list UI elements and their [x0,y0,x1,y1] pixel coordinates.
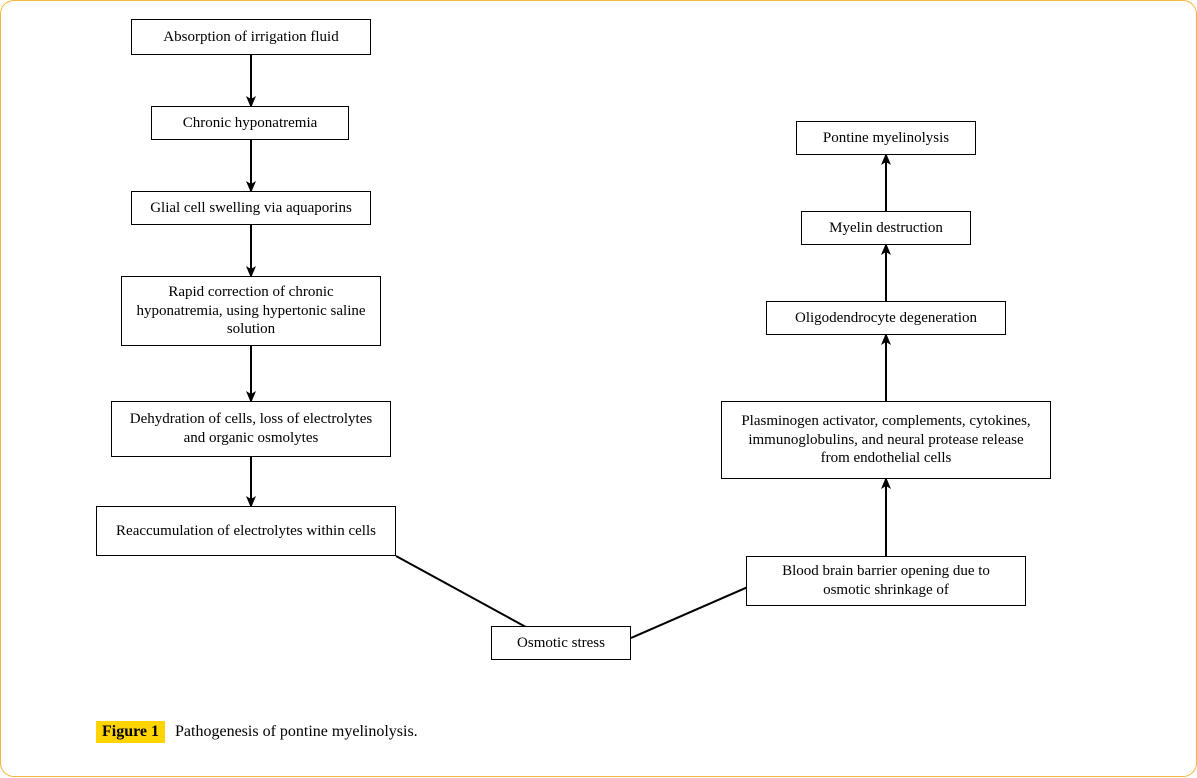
figure-label: Figure 1 [96,721,165,743]
flowchart-node-n2: Chronic hyponatremia [151,106,349,140]
flowchart-node-n8: Blood brain barrier opening due to osmot… [746,556,1026,606]
figure-caption-text: Pathogenesis of pontine myelinolysis. [175,723,418,741]
flowchart-node-n9: Plasminogen activator, complements, cyto… [721,401,1051,479]
figure-caption: Figure 1 Pathogenesis of pontine myelino… [96,721,418,743]
flowchart-node-n5: Dehydration of cells, loss of electrolyt… [111,401,391,457]
figure-frame: Absorption of irrigation fluid Chronic hy… [0,0,1197,777]
flowchart-node-n7: Osmotic stress [491,626,631,660]
flowchart-node-n4: Rapid correction of chronic hyponatremia… [121,276,381,346]
flowchart-node-n10: Oligodendrocyte degeneration [766,301,1006,335]
flowchart-node-n6: Reaccumulation of electrolytes within ce… [96,506,396,556]
flowchart-node-n1: Absorption of irrigation fluid [131,19,371,55]
flowchart-node-n11: Myelin destruction [801,211,971,245]
flowchart-node-n12: Pontine myelinolysis [796,121,976,155]
flowchart-node-n3: Glial cell swelling via aquaporins [131,191,371,225]
